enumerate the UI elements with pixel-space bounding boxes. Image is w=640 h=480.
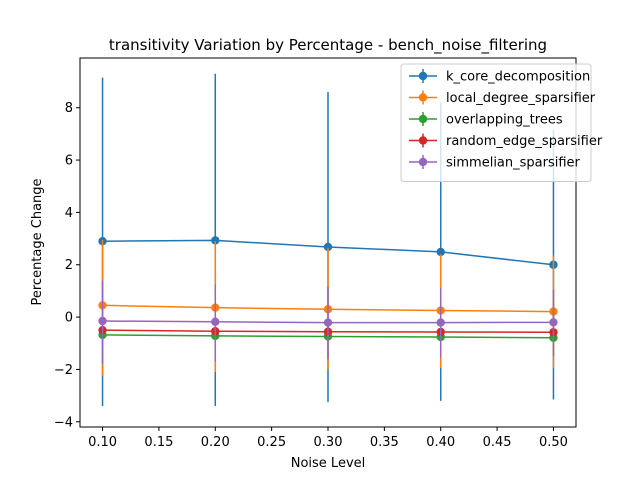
data-point — [323, 318, 333, 327]
x-tick-label: 0.10 — [88, 435, 117, 450]
legend-label: random_edge_sparsifier — [446, 134, 603, 149]
x-tick-label: 0.30 — [314, 435, 343, 450]
legend-item: k_core_decomposition — [409, 69, 590, 85]
legend-item: simmelian_sparsifier — [409, 155, 581, 171]
data-point — [549, 318, 558, 327]
data-point — [211, 236, 220, 245]
legend-label: overlapping_trees — [446, 113, 563, 128]
y-tick-label: −2 — [54, 363, 73, 378]
data-point — [98, 316, 107, 326]
legend-marker — [418, 114, 428, 124]
legend-marker — [418, 136, 428, 145]
y-axis-label: Percentage Change — [30, 178, 45, 305]
series-simmelian_sparsifier — [98, 280, 558, 365]
legend-box — [400, 63, 592, 182]
x-axis: 0.10 0.15 0.20 0.25 0.30 0.35 0.40 0.45 0.50 — [88, 427, 568, 450]
y-tick-label: −4 — [54, 415, 73, 430]
legend-marker — [418, 93, 428, 102]
legend-marker — [418, 71, 428, 81]
x-tick-label: 0.35 — [370, 435, 399, 450]
legend-marker — [418, 157, 428, 167]
y-tick-label: 0 — [65, 311, 73, 326]
chart-title: transitivity Variation by Percentage - b… — [109, 36, 547, 55]
data-point — [436, 247, 445, 257]
x-tick-label: 0.45 — [483, 435, 512, 450]
y-tick-label: 4 — [65, 206, 73, 221]
x-tick-label: 0.50 — [539, 435, 568, 450]
x-axis-label: Noise Level — [291, 456, 366, 471]
legend-label: simmelian_sparsifier — [446, 156, 581, 171]
y-tick-label: 8 — [65, 101, 73, 116]
plot-area — [98, 73, 558, 407]
data-point — [211, 317, 220, 326]
x-tick-label: 0.25 — [257, 435, 286, 450]
legend-item: overlapping_trees — [409, 112, 563, 128]
data-point — [436, 318, 445, 327]
legend-label: local_degree_sparsifier — [446, 91, 596, 106]
legend-item: local_degree_sparsifier — [409, 90, 596, 106]
x-tick-label: 0.40 — [426, 435, 455, 450]
y-axis: −4 −2 0 2 4 6 8 — [54, 101, 80, 430]
x-tick-label: 0.15 — [144, 435, 173, 450]
x-tick-label: 0.20 — [201, 435, 230, 450]
y-tick-label: 2 — [65, 258, 73, 273]
legend: k_core_decomposition local_degree_sparsif… — [400, 63, 603, 182]
y-tick-label: 6 — [65, 154, 73, 169]
legend-label: k_core_decomposition — [446, 70, 590, 85]
legend-item: random_edge_sparsifier — [409, 133, 603, 149]
data-point — [323, 242, 333, 252]
